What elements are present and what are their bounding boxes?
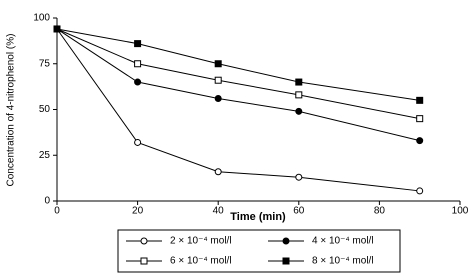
legend-label: 2 × 10⁻⁴ mol/l bbox=[170, 236, 232, 247]
point bbox=[214, 76, 222, 84]
point bbox=[53, 25, 61, 33]
point bbox=[416, 187, 424, 195]
point bbox=[134, 40, 142, 48]
x-axis-title: Time (min) bbox=[230, 211, 286, 223]
legend-marker bbox=[140, 237, 148, 245]
point bbox=[416, 137, 424, 145]
point bbox=[134, 138, 142, 146]
x-tick-label: 20 bbox=[132, 206, 144, 217]
legend-label: 8 × 10⁻⁴ mol/l bbox=[312, 256, 374, 267]
x-tick-label: 40 bbox=[213, 206, 225, 217]
y-tick-label: 25 bbox=[39, 150, 51, 161]
point bbox=[416, 96, 424, 104]
y-tick-label: 0 bbox=[44, 196, 50, 207]
point bbox=[416, 115, 424, 123]
x-tick-label: 100 bbox=[452, 206, 469, 217]
point bbox=[214, 60, 222, 68]
point bbox=[214, 95, 222, 103]
x-tick-label: 80 bbox=[374, 206, 386, 217]
legend-marker bbox=[140, 257, 148, 265]
series-line bbox=[56, 28, 420, 142]
legend-box bbox=[117, 229, 401, 273]
point bbox=[134, 78, 142, 86]
legend-marker bbox=[282, 237, 290, 245]
x-tick-label: 0 bbox=[54, 206, 60, 217]
point bbox=[134, 60, 142, 68]
point bbox=[214, 168, 222, 176]
y-tick-label: 50 bbox=[39, 104, 51, 115]
legend-marker bbox=[282, 257, 290, 265]
y-tick-label: 100 bbox=[33, 13, 50, 24]
point bbox=[295, 173, 303, 181]
point bbox=[295, 78, 303, 86]
x-tick-label: 60 bbox=[293, 206, 305, 217]
y-axis-title: Concentration of 4-nitrophenol (%) bbox=[6, 34, 17, 187]
point bbox=[295, 91, 303, 99]
legend-label: 4 × 10⁻⁴ mol/l bbox=[312, 236, 374, 247]
series-line bbox=[56, 28, 420, 192]
y-tick-label: 75 bbox=[39, 58, 51, 69]
point bbox=[295, 107, 303, 115]
legend-label: 6 × 10⁻⁴ mol/l bbox=[170, 256, 232, 267]
